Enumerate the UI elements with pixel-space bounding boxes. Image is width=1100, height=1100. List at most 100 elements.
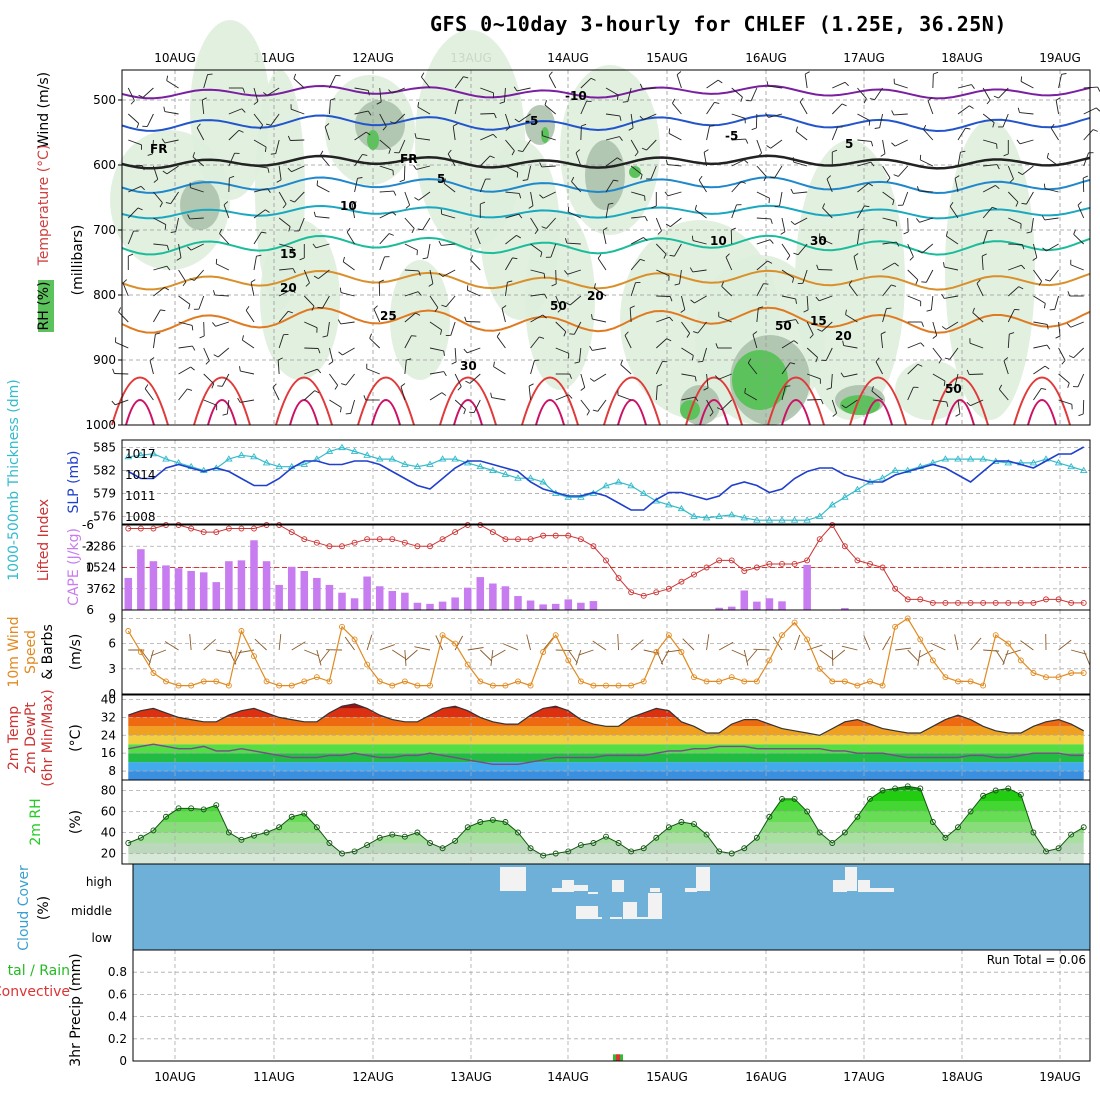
contour-label: 20 bbox=[587, 289, 604, 303]
cape-bar bbox=[375, 586, 384, 610]
wind-barb bbox=[223, 204, 230, 219]
date-label-top: 18AUG bbox=[941, 51, 983, 65]
wind-barb bbox=[819, 237, 833, 245]
wind-barb bbox=[429, 295, 439, 308]
wind-barb-flag bbox=[745, 138, 749, 144]
wind-barb bbox=[291, 165, 305, 173]
contour-label: FR bbox=[400, 152, 417, 166]
wind-barb-flag bbox=[153, 178, 159, 183]
wind-barb bbox=[756, 283, 764, 297]
rh2m-marker bbox=[942, 834, 949, 841]
wind-barb-flag bbox=[164, 224, 167, 230]
lifted-index-marker bbox=[301, 536, 308, 543]
wind-barb-flag bbox=[474, 227, 479, 232]
wind-barb bbox=[342, 347, 355, 356]
wind-barb-flag bbox=[666, 338, 672, 342]
wind-barb bbox=[354, 154, 363, 167]
wind-barb-flag bbox=[136, 123, 140, 129]
wind10m-marker bbox=[590, 682, 597, 689]
temp-line bbox=[128, 703, 1084, 736]
rh2m-marker bbox=[439, 845, 446, 852]
temp-contour-35 bbox=[945, 399, 975, 426]
lifted-index-marker bbox=[942, 599, 949, 606]
rh-shade-mid bbox=[585, 140, 625, 210]
wind-barb bbox=[793, 161, 808, 167]
wind-barb-flag bbox=[663, 253, 667, 259]
wind-barb-flag bbox=[111, 400, 116, 406]
wind-barb-flag bbox=[330, 98, 336, 101]
wind-barb bbox=[253, 188, 268, 193]
wind-barb-flag bbox=[880, 331, 886, 335]
wind-barb bbox=[981, 256, 984, 271]
rh-shade-green bbox=[629, 166, 641, 178]
wind10m-barb bbox=[617, 633, 620, 651]
wind10m-marker bbox=[527, 682, 534, 689]
wind-barb bbox=[1007, 286, 1019, 297]
thickness-marker bbox=[137, 451, 145, 458]
wind10m-marker bbox=[804, 636, 811, 643]
wind-barb bbox=[569, 295, 582, 306]
wind-barb bbox=[718, 373, 732, 380]
wind-barb-flag bbox=[391, 211, 397, 216]
wind-barb bbox=[149, 360, 154, 375]
wind10m-marker bbox=[967, 678, 974, 685]
y-tick-label: 1017 bbox=[125, 447, 156, 461]
wind-barb bbox=[944, 266, 959, 271]
wind-barb bbox=[298, 217, 305, 232]
wind-barb bbox=[203, 399, 217, 406]
wind-barb-flag bbox=[709, 412, 714, 417]
wind-barb-flag bbox=[1078, 413, 1084, 417]
wind10m-marker bbox=[301, 678, 308, 685]
wind-barb bbox=[350, 399, 356, 414]
wind10m-barb bbox=[366, 634, 373, 651]
wind-barb-flag bbox=[674, 283, 680, 286]
wind-barb-flag bbox=[932, 335, 937, 339]
wind-barb-flag bbox=[1026, 231, 1032, 234]
wind-barb-flag bbox=[1055, 97, 1061, 101]
wind-barb-flag bbox=[311, 305, 315, 311]
wind-barb-flag bbox=[341, 383, 347, 386]
wind10m-barb bbox=[682, 638, 695, 651]
wind-barb-flag bbox=[160, 309, 166, 312]
wind10m-marker bbox=[892, 623, 899, 630]
wind10m-barb bbox=[918, 649, 934, 658]
cape-bar bbox=[765, 598, 774, 610]
cloud-bar bbox=[552, 888, 562, 892]
wind-barb-flag bbox=[317, 348, 321, 354]
rh2m-marker bbox=[867, 795, 873, 802]
wind-barb-flag bbox=[418, 270, 421, 276]
wind-barb-flag bbox=[196, 123, 201, 128]
wind-barb-flag bbox=[528, 383, 534, 387]
wind10m-marker bbox=[163, 678, 169, 685]
lifted-index-marker bbox=[251, 525, 257, 532]
wind10m-barb bbox=[414, 646, 431, 651]
rh-band bbox=[128, 811, 1084, 822]
y-tick-label: 800 bbox=[93, 288, 116, 302]
wind-barb-flag bbox=[438, 240, 442, 246]
wind-barb-flag bbox=[458, 99, 464, 101]
wind-barb-flag bbox=[496, 332, 501, 337]
wind-barb-flag bbox=[241, 335, 244, 341]
ylabel-wind10m: 10m Wind bbox=[6, 616, 22, 687]
cape-bar bbox=[841, 608, 849, 610]
wind-barb-flag bbox=[786, 255, 791, 260]
wind-barb-flag bbox=[1083, 175, 1088, 179]
wind-barb bbox=[756, 217, 771, 220]
cape-bar bbox=[225, 561, 233, 610]
wind-barb bbox=[1083, 129, 1094, 141]
wind-barb bbox=[447, 153, 456, 167]
wind10m-barb bbox=[404, 649, 407, 666]
rh2m-marker bbox=[1030, 829, 1037, 836]
temp-contour-35 bbox=[699, 399, 729, 426]
wind10m-marker bbox=[766, 657, 773, 664]
y-tick-label: 0 bbox=[119, 1054, 127, 1068]
wind-barb-flag bbox=[891, 284, 897, 287]
wind-barb bbox=[190, 243, 204, 251]
wind-barb-flag bbox=[590, 77, 596, 81]
rh2m-marker bbox=[326, 840, 333, 846]
y-tick-label: 900 bbox=[93, 353, 116, 367]
rh2m-marker bbox=[464, 824, 471, 831]
wind-barb bbox=[315, 243, 330, 249]
wind-barb bbox=[630, 113, 634, 128]
wind-barb bbox=[422, 217, 431, 231]
